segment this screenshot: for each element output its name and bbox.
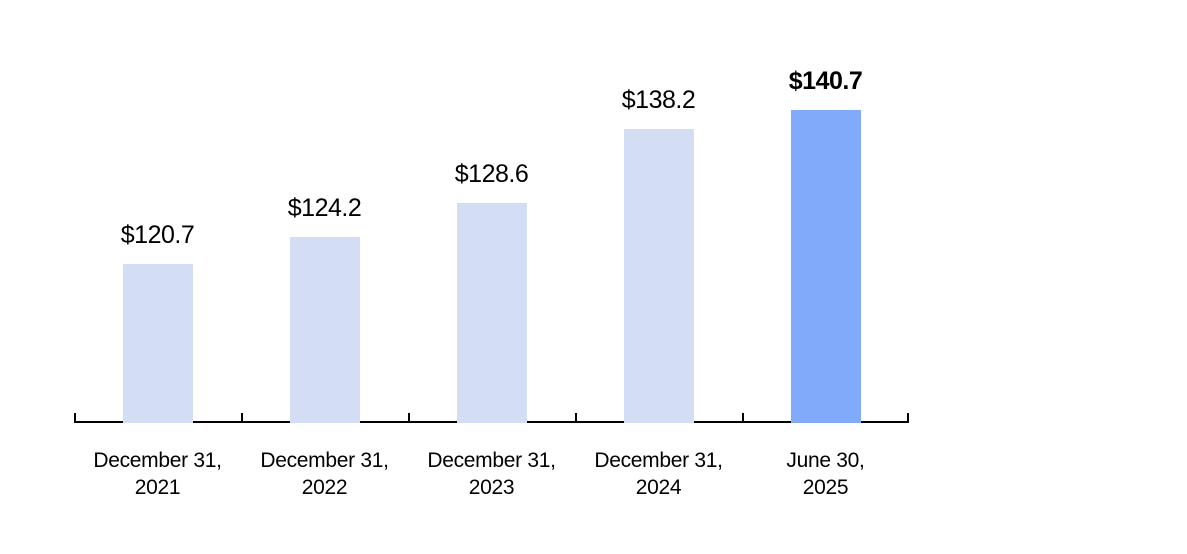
x-axis-label-line1: December 31, [93,449,222,472]
x-axis-tick-3 [575,413,577,423]
x-axis-label-line1: December 31, [427,449,556,472]
value-label-3: $128.6 [454,160,529,188]
x-axis-tick-4 [742,413,744,423]
bar-chart-figure: $120.7 $124.2 $128.6 $138.2 $140.7 December … [74,67,909,506]
x-axis-label-line2: 2023 [468,476,515,499]
x-axis-label-line1: December 31, [594,449,723,472]
x-axis-label-line1: December 31, [260,449,389,472]
bar-1 [122,264,193,423]
value-label-5: $140.7 [788,67,863,95]
x-axis-label-line1: June 30, [786,449,865,472]
x-axis-tick-2 [408,413,410,423]
value-label-4: $138.2 [621,86,696,114]
x-axis-label-line2: 2025 [802,476,849,499]
x-axis-label-4: December 31, 2024 [575,447,742,501]
bar-3 [456,203,527,423]
value-label-1: $120.7 [120,221,195,249]
x-axis-labels: December 31, 2021 December 31, 2022 December… [74,425,909,505]
x-axis-tick-5 [907,413,909,423]
bar-2 [289,237,360,423]
x-axis-label-line2: 2024 [635,476,682,499]
bar-4 [623,129,694,423]
x-axis-label-3: December 31, 2023 [408,447,575,501]
x-axis-label-2: December 31, 2022 [241,447,408,501]
x-axis-tick-0 [74,413,76,423]
value-label-2: $124.2 [287,194,362,222]
x-axis-label-line2: 2022 [301,476,348,499]
x-axis-label-line2: 2021 [134,476,181,499]
x-axis-label-5: June 30, 2025 [742,447,909,501]
x-axis-tick-1 [241,413,243,423]
x-axis-label-1: December 31, 2021 [74,447,241,501]
plot-area: $120.7 $124.2 $128.6 $138.2 $140.7 [74,67,909,423]
bar-5 [790,110,861,423]
